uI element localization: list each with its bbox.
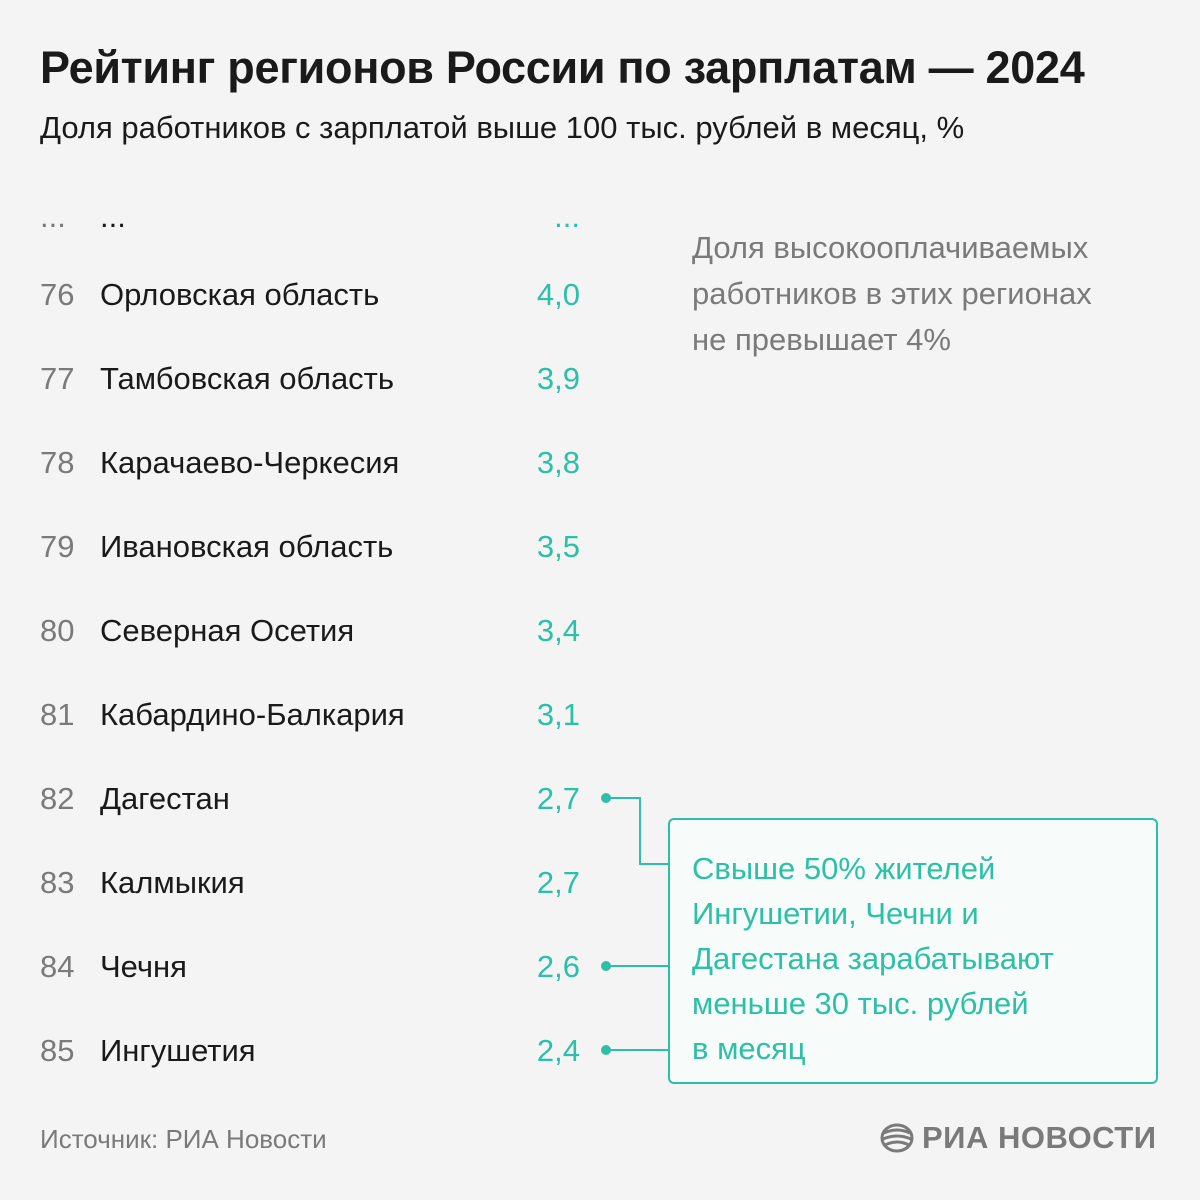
callout-box: Свыше 50% жителей Ингушетии, Чечни и Даг… bbox=[668, 818, 1158, 1084]
ellipsis-value: ... bbox=[554, 199, 580, 234]
table-row: 82 Дагестан 2,7 bbox=[0, 774, 620, 824]
side-note: Доля высокооплачиваемых работников в эти… bbox=[692, 230, 1092, 357]
table-row: 84 Чечня 2,6 bbox=[0, 942, 620, 992]
row-rank: 80 bbox=[40, 613, 75, 648]
row-region: Северная Осетия bbox=[100, 613, 355, 648]
row-region: Орловская область bbox=[100, 277, 380, 312]
row-value: 2,7 bbox=[536, 781, 580, 816]
ria-logo-text: РИА НОВОСТИ bbox=[922, 1120, 1157, 1155]
row-rank: 84 bbox=[40, 949, 75, 984]
row-region: Калмыкия bbox=[100, 865, 245, 900]
row-rank: 78 bbox=[40, 445, 75, 480]
row-value: 3,1 bbox=[536, 697, 580, 732]
row-region: Ингушетия bbox=[100, 1033, 256, 1068]
row-rank: 81 bbox=[40, 697, 75, 732]
ellipsis-row: ... ... ... bbox=[0, 192, 620, 242]
page-title: Рейтинг регионов России по зарплатам — 2… bbox=[40, 42, 1085, 93]
row-value: 3,8 bbox=[536, 445, 580, 480]
row-value: 2,7 bbox=[536, 865, 580, 900]
row-value: 2,6 bbox=[536, 949, 580, 984]
row-rank: 85 bbox=[40, 1033, 75, 1068]
table-row: 80 Северная Осетия 3,4 bbox=[0, 606, 620, 656]
row-rank: 83 bbox=[40, 865, 75, 900]
table-row: 78 Карачаево-Черкесия 3,8 bbox=[0, 438, 620, 488]
connector-dot-dagestan bbox=[601, 793, 611, 803]
row-region: Тамбовская область bbox=[100, 361, 395, 396]
row-rank: 82 bbox=[40, 781, 75, 816]
connector-dot-chechnya bbox=[601, 961, 611, 971]
connector-line-dagestan bbox=[606, 797, 670, 865]
table-row: 81 Кабардино-Балкария 3,1 bbox=[0, 690, 620, 740]
row-value: 4,0 bbox=[536, 277, 580, 312]
ellipsis-name: ... bbox=[100, 199, 126, 234]
table-row: 77 Тамбовская область 3,9 bbox=[0, 354, 620, 404]
row-rank: 77 bbox=[40, 361, 75, 396]
row-value: 3,5 bbox=[536, 529, 580, 564]
row-value: 3,4 bbox=[536, 613, 580, 648]
table-row: 76 Орловская область 4,0 bbox=[0, 270, 620, 320]
row-region: Ивановская область bbox=[100, 529, 394, 564]
row-rank: 76 bbox=[40, 277, 75, 312]
row-rank: 79 bbox=[40, 529, 75, 564]
ria-logo-icon bbox=[880, 1123, 914, 1153]
connector-dot-ingushetia bbox=[601, 1045, 611, 1055]
table-row: 79 Ивановская область 3,5 bbox=[0, 522, 620, 572]
row-region: Чечня bbox=[100, 949, 187, 984]
row-value: 2,4 bbox=[536, 1033, 580, 1068]
page-subtitle: Доля работников с зарплатой выше 100 тыс… bbox=[40, 110, 965, 145]
row-region: Дагестан bbox=[100, 781, 230, 816]
ria-logo: РИА НОВОСТИ bbox=[880, 1118, 1157, 1158]
ellipsis-rank: ... bbox=[40, 199, 66, 234]
row-region: Кабардино-Балкария bbox=[100, 697, 405, 732]
source-text: Источник: РИА Новости bbox=[40, 1124, 327, 1154]
row-value: 3,9 bbox=[536, 361, 580, 396]
row-region: Карачаево-Черкесия bbox=[100, 445, 400, 480]
table-row: 85 Ингушетия 2,4 bbox=[0, 1026, 620, 1076]
table-row: 83 Калмыкия 2,7 bbox=[0, 858, 620, 908]
